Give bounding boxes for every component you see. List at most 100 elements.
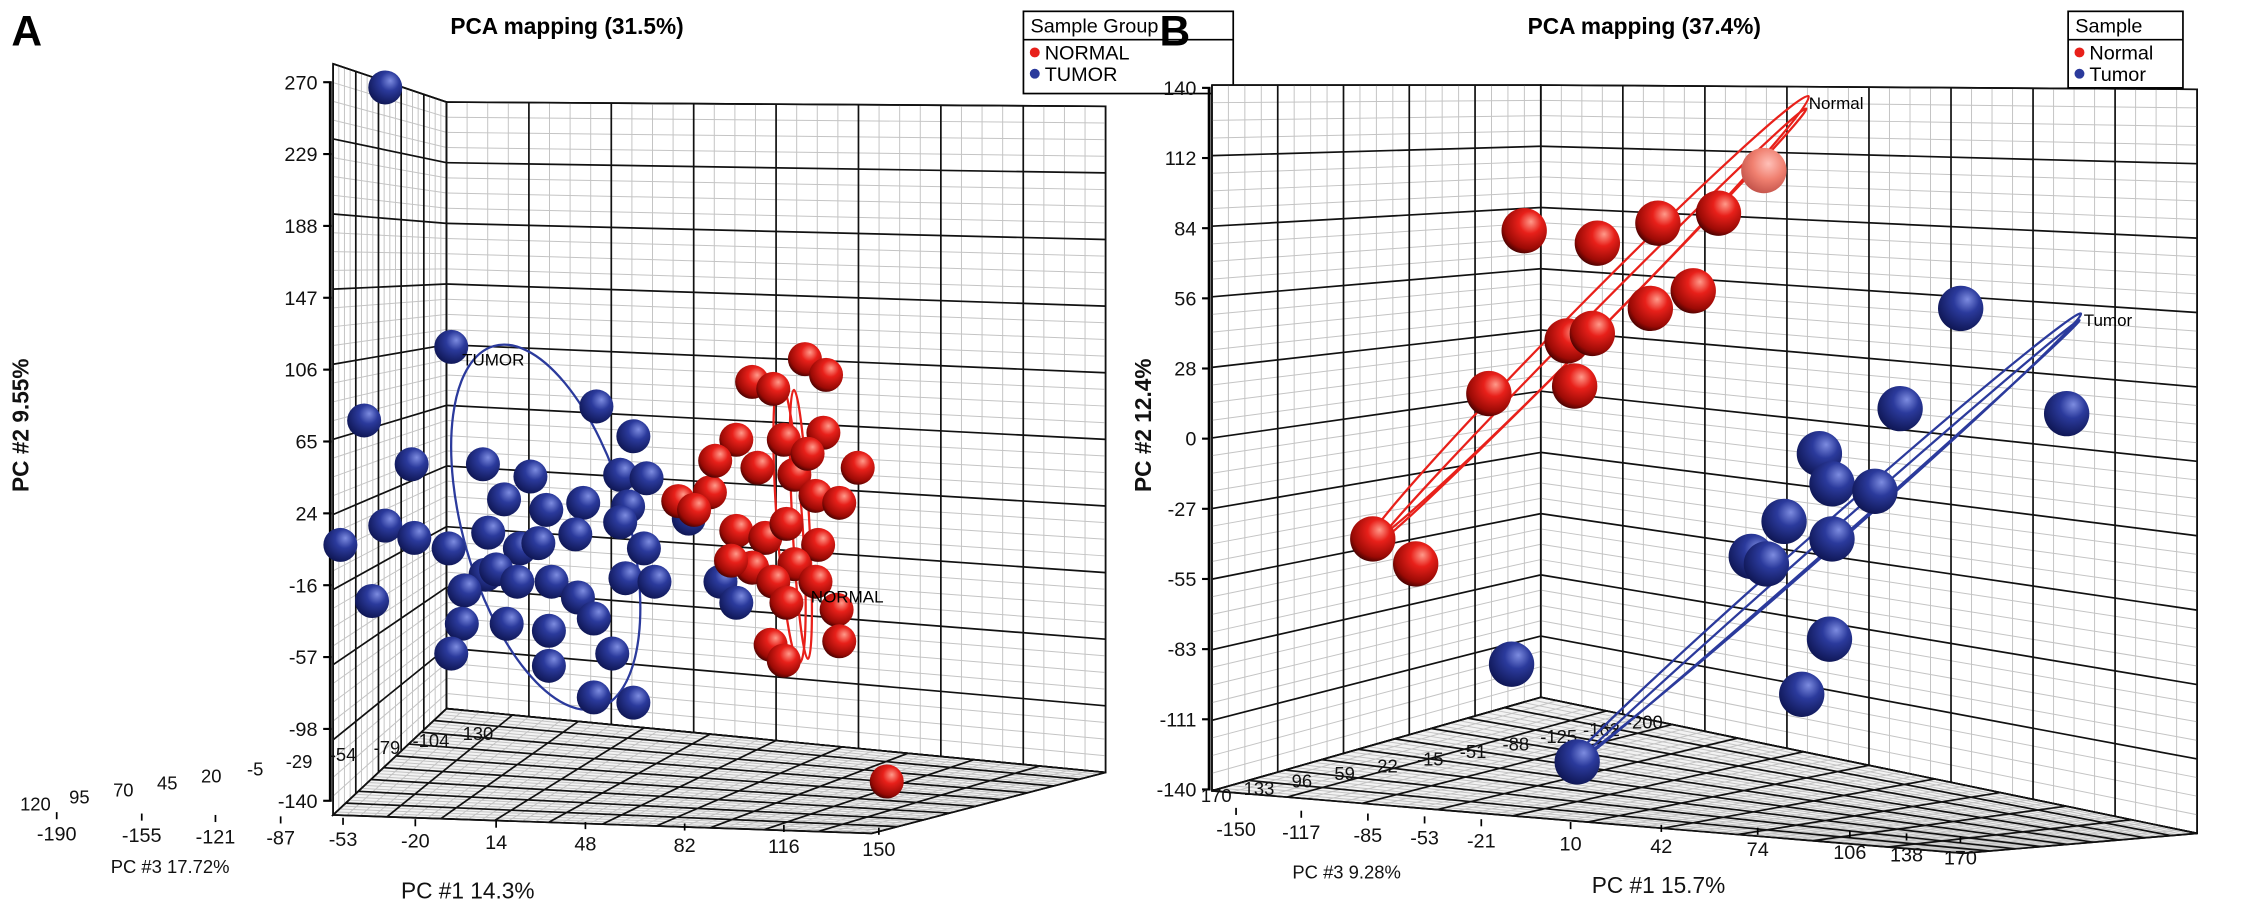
x-tick-label: -87 bbox=[266, 828, 295, 850]
floor-grid bbox=[1211, 696, 2198, 855]
tumor-sample-point bbox=[368, 508, 403, 543]
z-tick-label: 120 bbox=[20, 794, 51, 815]
grid-line bbox=[1211, 451, 1541, 510]
legend-entry-label: Normal bbox=[2089, 43, 2153, 65]
tumor-sample-point bbox=[447, 573, 482, 608]
grid-line bbox=[370, 778, 950, 814]
grid-line bbox=[333, 175, 447, 194]
x-tick-label: 48 bbox=[574, 833, 596, 855]
y-axis-title: PC #2 12.4% bbox=[1130, 358, 1156, 492]
grid-line bbox=[1286, 710, 1607, 798]
grid-line bbox=[1211, 666, 1541, 757]
grid-line bbox=[1512, 750, 1804, 817]
y-tick-label: 0 bbox=[1185, 429, 1196, 451]
z-tick-label: 45 bbox=[157, 772, 177, 793]
tumor-sample-point bbox=[719, 585, 754, 620]
tumor-sample-point bbox=[1806, 616, 1853, 662]
grid-line bbox=[1211, 528, 1541, 598]
grid-line bbox=[1211, 589, 1541, 668]
grid-line bbox=[332, 541, 447, 609]
grid-line bbox=[333, 298, 447, 309]
normal-sample-point bbox=[1627, 285, 1674, 332]
grid-line bbox=[1540, 329, 2198, 388]
y-tick-label: 106 bbox=[284, 360, 317, 382]
x-tick-label: -190 bbox=[37, 823, 77, 845]
tumor-sample-point bbox=[616, 419, 651, 454]
z-tick-label: 133 bbox=[1244, 778, 1275, 799]
x-tick-label: 106 bbox=[1833, 842, 1866, 864]
x-tick-label: 138 bbox=[1890, 845, 1923, 867]
y-tick-label: -111 bbox=[1160, 709, 1197, 731]
z-tick-label: -54 bbox=[330, 744, 357, 765]
grid-line bbox=[1321, 758, 2042, 848]
grid-line bbox=[358, 790, 924, 821]
legend-title: Sample bbox=[2075, 16, 2142, 38]
grid-line bbox=[1211, 99, 1541, 104]
grid-line bbox=[332, 586, 447, 666]
tumor-sample-point bbox=[471, 515, 506, 550]
grid-line bbox=[709, 752, 909, 829]
normal-sample-point bbox=[1635, 200, 1681, 246]
z-tick-label: 59 bbox=[1334, 763, 1354, 784]
tumor-sample-point bbox=[637, 564, 672, 599]
grid-line bbox=[332, 100, 447, 133]
legend-entry-label: NORMAL bbox=[1045, 43, 1130, 65]
grid-line bbox=[333, 329, 447, 346]
grid-line bbox=[333, 213, 447, 225]
normal-sample-point bbox=[714, 543, 749, 578]
grid-line bbox=[333, 268, 447, 271]
tumor-sample-point bbox=[1877, 385, 1923, 432]
tumor-sample-point bbox=[534, 564, 569, 599]
grid-line bbox=[332, 693, 447, 797]
tumor-sample-point bbox=[465, 447, 500, 482]
grid-line bbox=[1211, 436, 1541, 492]
grid-line bbox=[1540, 390, 2198, 463]
grid-line bbox=[1211, 635, 1542, 722]
x-tick-label: -20 bbox=[401, 831, 430, 853]
y-tick-label: -27 bbox=[1168, 499, 1197, 521]
grid-line bbox=[548, 733, 711, 824]
grid-line bbox=[332, 374, 447, 403]
legend-marker bbox=[1029, 47, 1040, 58]
x-axis-title: PC #1 14.3% bbox=[401, 878, 535, 904]
grid-line bbox=[1394, 738, 2094, 844]
x-tick-label: 150 bbox=[862, 839, 895, 861]
y-axis-title: PC #2 9.55% bbox=[7, 358, 33, 492]
normal-sample-point bbox=[1466, 370, 1512, 417]
normal-sample-point bbox=[1569, 310, 1615, 357]
tumor-sample-point bbox=[1809, 461, 1855, 507]
grid-line bbox=[1358, 748, 2068, 846]
normal-sample-point bbox=[1501, 208, 1547, 254]
tumor-sample-point bbox=[1852, 468, 1898, 514]
grid-line bbox=[1662, 778, 1935, 830]
tumor-sample-point bbox=[444, 606, 479, 641]
tumor-sample-point bbox=[1779, 671, 1825, 717]
tumor-sample-point bbox=[616, 685, 651, 720]
grid-line bbox=[1211, 237, 1541, 262]
normal-sample-point bbox=[801, 527, 836, 562]
tumor-sample-point bbox=[355, 583, 390, 618]
x-tick-label: -155 bbox=[122, 825, 162, 847]
grid-line bbox=[1540, 512, 2198, 611]
grid-line bbox=[1540, 574, 2198, 686]
grid-line bbox=[1211, 191, 1541, 210]
normal-sample-point bbox=[822, 485, 857, 520]
normal-sample-point bbox=[822, 624, 857, 659]
normal-sample-point bbox=[790, 436, 825, 471]
legend-entry-label: Tumor bbox=[2089, 64, 2146, 86]
grid-line bbox=[345, 802, 898, 828]
grid-line bbox=[1211, 650, 1541, 739]
grid-line bbox=[1211, 344, 1541, 386]
tumor-sample-point bbox=[1938, 285, 1984, 332]
tumor-sample-point bbox=[521, 526, 556, 561]
grid-line bbox=[332, 556, 447, 628]
grid-line bbox=[446, 101, 1106, 108]
y-tick-label: 84 bbox=[1174, 218, 1196, 240]
tumor-sample-point bbox=[529, 492, 564, 527]
grid-line bbox=[332, 617, 447, 703]
normal-sample-point bbox=[756, 371, 791, 406]
z-tick-label: 95 bbox=[69, 787, 89, 808]
grid-line bbox=[1888, 818, 2132, 848]
grid-line bbox=[1211, 206, 1541, 228]
